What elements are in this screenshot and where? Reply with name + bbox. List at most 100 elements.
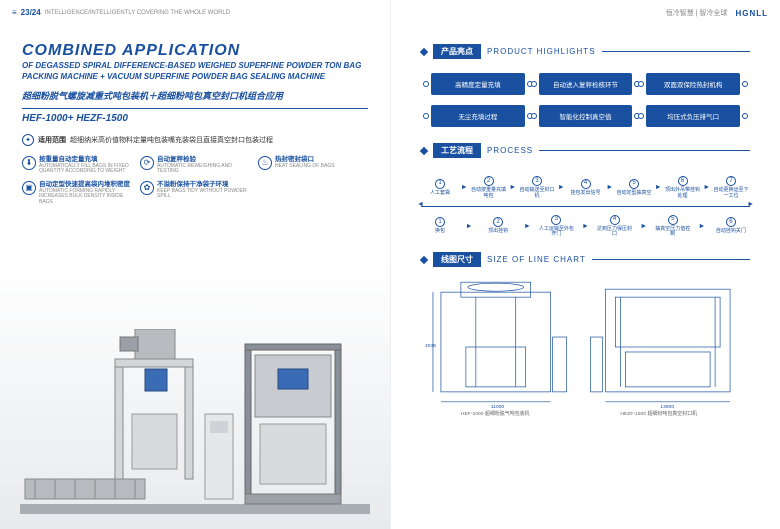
scope-row: ✦ 适用范围 超细纳米高价值物料定量吨包装嘴充装袋且直接真空封口包装过程 xyxy=(0,124,390,146)
model-codes: HEF-1000+ HEZF-1500 xyxy=(0,109,390,124)
highlight-pill: 均压式负压排气口 xyxy=(646,105,740,127)
process-step: 5 抽真空压力值控制 xyxy=(654,215,692,239)
brand-logo: HGNLL xyxy=(735,9,768,18)
highlights-cn: 产品亮点 xyxy=(433,44,481,59)
scope-text: 超细纳米高价值物料定量吨包装嘴充装袋且直接真空封口包装过程 xyxy=(70,135,273,145)
step-label: 自动按重量充填吨包 xyxy=(470,188,508,200)
arrow-icon: ► xyxy=(640,223,647,230)
process-step: 2 顶出挂钩 xyxy=(479,217,517,235)
arrow-icon: ► xyxy=(582,223,589,230)
process-en: PROCESS xyxy=(487,146,533,155)
process-block: 1人工套袋►2自动按重量充填吨包►3自动输送至封口机►4挂包发出信号►5自动定型… xyxy=(391,158,780,238)
step-icon: 2 xyxy=(493,217,503,227)
step-icon: 2 xyxy=(484,176,494,186)
feature-item: ♨ 热封密封袋口 HEAT SEALING OF BAGS xyxy=(258,156,368,175)
feature-cn: 按重量自动定量充填 xyxy=(39,156,132,163)
feature-icon: ▣ xyxy=(22,181,36,195)
arrow-icon: ► xyxy=(558,184,565,191)
feature-item: ⬇ 按重量自动定量充填 AUTOMATICALLY FILL BAGS IN F… xyxy=(22,156,132,175)
step-label: 挂包发出信号 xyxy=(570,191,600,197)
feature-en: AUTOMATIC REWEIGHING AND TESTING xyxy=(157,164,250,175)
feature-icon: ⟳ xyxy=(140,156,154,170)
title-en-main: COMBINED APPLICATION xyxy=(22,43,368,59)
chart-label-1: HEF-1000 超细粉脱气吨包装机 xyxy=(461,410,530,417)
step-label: 顶出外吊带挂钩处理 xyxy=(664,188,702,200)
diamond-icon xyxy=(420,47,428,55)
header-right-tag: 恒冷智慧 | 智冷全球 xyxy=(666,8,728,18)
step-label: 人工套袋 xyxy=(430,191,450,197)
chart-label-2: HEZF-1500 超细粉吨包真空封口机 xyxy=(620,410,697,417)
arrow-icon: ► xyxy=(461,184,468,191)
step-icon: 3 xyxy=(551,215,561,225)
process-step: 6 自动挂钩关门 xyxy=(712,217,750,235)
section-process-head: 工艺流程 PROCESS xyxy=(391,143,780,158)
highlight-pill: 自动进入复秤检核环节 xyxy=(539,73,633,95)
step-icon: 6 xyxy=(678,176,688,186)
diamond-icon xyxy=(420,146,428,154)
arrow-icon: ► xyxy=(655,184,662,191)
chart-en: SIZE OF LINE CHART xyxy=(487,255,586,264)
arrow-icon: ► xyxy=(466,223,473,230)
process-divider xyxy=(421,206,750,207)
step-label: 顶出挂钩 xyxy=(488,229,508,235)
step-label: 人工运输至外包开门 xyxy=(537,227,575,239)
process-step: 4 挂包发出信号 xyxy=(567,179,605,197)
feature-en: AUTOMATIC FORMING RAPIDLY INCREASES BULK… xyxy=(39,189,132,206)
highlight-pill: 无尘充填过程 xyxy=(431,105,525,127)
arrow-icon: ► xyxy=(703,184,710,191)
step-icon: 4 xyxy=(581,179,591,189)
menu-icon: ≡ xyxy=(12,8,17,17)
feature-icon: ⬇ xyxy=(22,156,36,170)
process-step: 3 人工运输至外包开门 xyxy=(537,215,575,239)
chart-cn: 线图尺寸 xyxy=(433,252,481,267)
highlights-grid: 高精度定量充填自动进入复秤检核环节双面双保险热封机构无尘充填过程智能化控制真空值… xyxy=(391,59,780,127)
step-icon: 6 xyxy=(726,217,736,227)
step-icon: 5 xyxy=(629,179,639,189)
process-step: 3自动输送至封口机 xyxy=(518,176,556,200)
step-label: 自动挂钩关门 xyxy=(716,229,746,235)
right-header: 恒冷智慧 | 智冷全球 HGNLL xyxy=(391,0,780,26)
size-chart: 11000 4035 13000 HEF-1000 超细粉脱气吨包装机 HEZF… xyxy=(391,267,780,422)
feature-item: ▣ 自动定型快速提高袋内堆积密度 AUTOMATIC FORMING RAPID… xyxy=(22,181,132,206)
feature-cn: 不溢粉保持干净袋子环境 xyxy=(157,181,250,188)
step-label: 自动更换运至下一工位 xyxy=(712,188,750,200)
arrow-icon: ► xyxy=(524,223,531,230)
title-cn: 超细粉脱气螺旋减重式吨包装机＋超细粉吨包真空封口机组合应用 xyxy=(0,83,390,102)
machine-figure xyxy=(20,329,370,519)
feature-en: KEEP BAGS TIDY WITHOUT POWDER SPILL xyxy=(157,189,250,200)
step-label: 自动输送至封口机 xyxy=(518,188,556,200)
highlights-en: PRODUCT HIGHLIGHTS xyxy=(487,47,596,56)
diamond-icon xyxy=(420,255,428,263)
feature-cn: 自动复秤检验 xyxy=(157,156,250,163)
process-step: 2 自动按重量充填吨包 xyxy=(470,176,508,200)
step-icon: 7 xyxy=(726,176,736,186)
section-line xyxy=(592,259,750,260)
header-tagline: INTELLIGENCE/INTELLIGENTLY COVERING THE … xyxy=(45,10,230,16)
process-cn: 工艺流程 xyxy=(433,143,481,158)
highlight-pill: 智能化控制真空值 xyxy=(539,105,633,127)
arrow-icon: ► xyxy=(698,223,705,230)
left-header: ≡ 23/24 INTELLIGENCE/INTELLIGENTLY COVER… xyxy=(0,0,390,25)
step-label: 抽真空压力值控制 xyxy=(654,227,692,239)
feature-item: ⟳ 自动复秤检验 AUTOMATIC REWEIGHING AND TESTIN… xyxy=(140,156,250,175)
section-line xyxy=(539,150,750,151)
arrow-icon: ► xyxy=(606,184,613,191)
process-step: 6 顶出外吊带挂钩处理 xyxy=(664,176,702,200)
process-step: 1 人工套袋 xyxy=(421,179,459,197)
scope-icon: ✦ xyxy=(22,134,34,146)
step-label: 换包 xyxy=(435,229,445,235)
feature-grid: ⬇ 按重量自动定量充填 AUTOMATICALLY FILL BAGS IN F… xyxy=(0,146,390,206)
step-icon: 1 xyxy=(435,179,445,189)
process-step: 7 自动更换运至下一工位 xyxy=(712,176,750,200)
svg-text:11000: 11000 xyxy=(491,404,505,410)
highlight-pill: 高精度定量充填 xyxy=(431,73,525,95)
step-icon: 4 xyxy=(610,215,620,225)
section-chart-head: 线图尺寸 SIZE OF LINE CHART xyxy=(391,252,780,267)
title-en-sub: OF DEGASSED SPIRAL DIFFERENCE-BASED WEIG… xyxy=(22,61,368,83)
section-highlights-head: 产品亮点 PRODUCT HIGHLIGHTS xyxy=(391,44,780,59)
step-icon: 5 xyxy=(668,215,678,225)
svg-text:13000: 13000 xyxy=(660,404,674,410)
step-icon: 1 xyxy=(435,217,445,227)
scope-label: 适用范围 xyxy=(38,135,66,145)
step-label: 自动定型抽真空 xyxy=(616,191,651,197)
